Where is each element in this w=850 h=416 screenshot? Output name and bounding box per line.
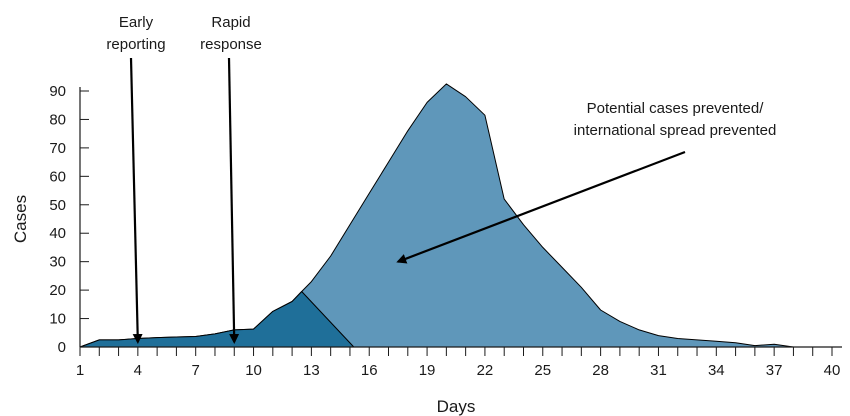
y-tick-label: 40 [49, 225, 66, 242]
y-tick-label: 20 [49, 282, 66, 299]
y-tick-label: 10 [49, 311, 66, 328]
y-tick-label: 70 [49, 140, 66, 157]
x-tick-label: 16 [361, 362, 378, 379]
annotation-potential-prevented-label: Potential cases prevented/international … [574, 100, 777, 139]
y-tick-label: 80 [49, 111, 66, 128]
area-series-with-rapid-response [79, 291, 355, 348]
x-tick-label: 37 [766, 362, 783, 379]
x-tick-label: 13 [303, 362, 320, 379]
annotation-early-reporting-arrow [129, 57, 143, 344]
annotation-line: international spread prevented [574, 122, 777, 139]
x-tick-label: 25 [534, 362, 551, 379]
y-tick-label: 60 [49, 168, 66, 185]
annotation-line: Potential cases prevented/ [587, 100, 765, 117]
y-axis-title: Cases [11, 195, 30, 243]
annotation-line: reporting [106, 36, 165, 53]
y-tick-label: 50 [49, 197, 66, 214]
annotation-line: Rapid [211, 14, 250, 31]
annotation-rapid-response-label: Rapid response [200, 14, 262, 53]
annotation-potential-prevented-arrow [396, 150, 686, 264]
x-axis-title: Days [437, 397, 476, 416]
x-tick-label: 22 [477, 362, 494, 379]
x-tick-label: 4 [134, 362, 142, 379]
x-tick-label: 1 [76, 362, 84, 379]
x-tick-label: 10 [245, 362, 262, 379]
x-tick-label: 28 [592, 362, 609, 379]
annotation-line: response [200, 36, 262, 53]
y-tick-label: 30 [49, 254, 66, 271]
x-tick-label: 31 [650, 362, 667, 379]
y-tick-label: 90 [49, 83, 66, 100]
annotation-early-reporting-label: Early reporting [106, 14, 165, 53]
x-tick-label: 19 [419, 362, 436, 379]
x-tick-label: 40 [824, 362, 841, 379]
x-tick-label: 7 [192, 362, 200, 379]
x-tick-label: 34 [708, 362, 725, 379]
annotation-rapid-response-arrow [227, 57, 240, 344]
y-tick-label: 0 [58, 339, 66, 356]
annotation-line: Early [119, 14, 154, 31]
